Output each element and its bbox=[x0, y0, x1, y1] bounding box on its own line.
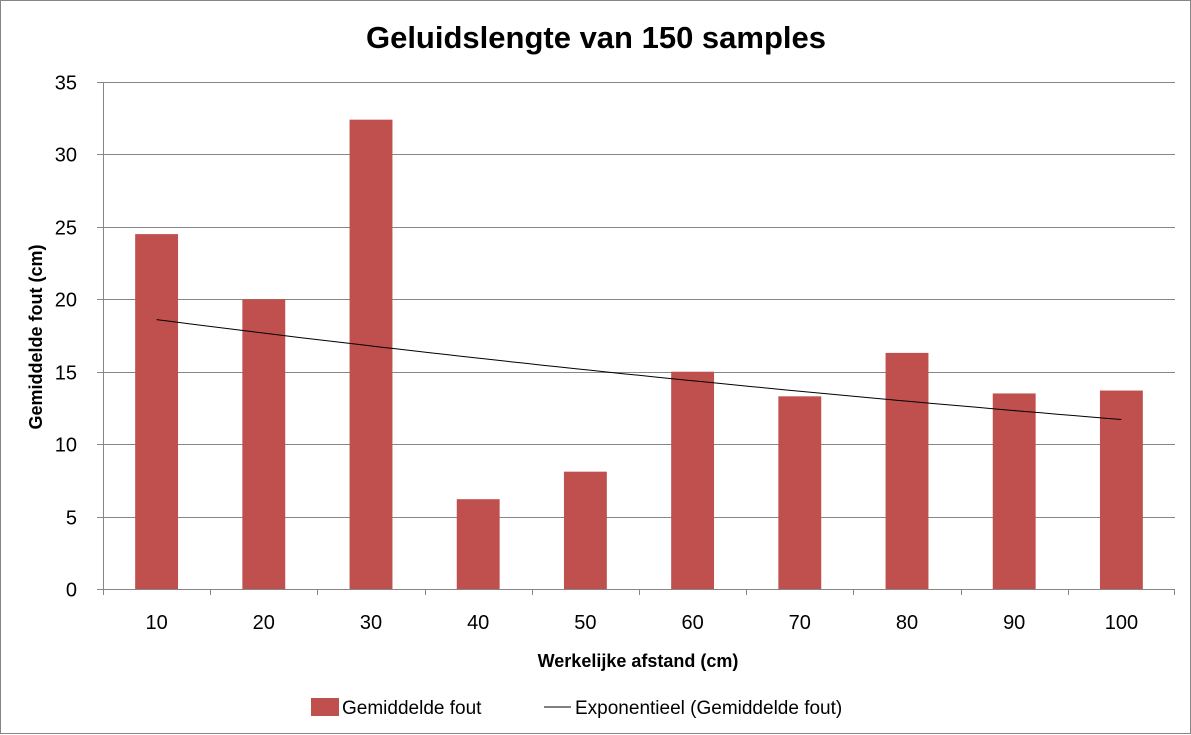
x-tick-label: 100 bbox=[1105, 612, 1138, 634]
y-tick-labels: 0 5 10 15 20 25 30 35 bbox=[55, 73, 77, 602]
bar bbox=[778, 396, 822, 589]
x-tick-label: 60 bbox=[681, 612, 703, 634]
bar bbox=[349, 119, 393, 590]
bar bbox=[135, 234, 179, 589]
bar bbox=[671, 371, 715, 589]
bars bbox=[135, 119, 1143, 590]
y-tick-label: 20 bbox=[55, 290, 77, 312]
y-tick-label: 25 bbox=[55, 218, 77, 240]
y-tick-label: 30 bbox=[55, 145, 77, 167]
y-tick-label: 10 bbox=[55, 435, 77, 457]
bar bbox=[885, 352, 929, 589]
chart-title: Geluidslengte van 150 samples bbox=[366, 20, 826, 55]
trendline-layer bbox=[156, 319, 1122, 420]
legend-bar-label: Gemiddelde fout bbox=[342, 698, 482, 719]
x-tick-labels: 10 20 30 40 50 60 70 80 90 100 bbox=[145, 612, 1138, 634]
bar bbox=[992, 393, 1036, 589]
y-tick-label: 5 bbox=[66, 508, 77, 530]
x-tick-label: 40 bbox=[467, 612, 489, 634]
bar bbox=[1099, 390, 1143, 589]
x-tick-label: 50 bbox=[574, 612, 596, 634]
x-tick-label: 20 bbox=[253, 612, 275, 634]
y-axis-title: Gemiddelde fout (cm) bbox=[26, 244, 46, 429]
x-axis-title: Werkelijke afstand (cm) bbox=[538, 651, 739, 671]
bar bbox=[563, 471, 607, 589]
legend-bar-swatch bbox=[311, 698, 339, 716]
legend: Gemiddelde fout Exponentieel (Gemiddelde… bbox=[311, 698, 842, 719]
x-tick-label: 70 bbox=[789, 612, 811, 634]
x-tick-label: 30 bbox=[360, 612, 382, 634]
legend-trendline-label: Exponentieel (Gemiddelde fout) bbox=[575, 698, 842, 719]
bar bbox=[242, 299, 286, 589]
x-tick-label: 90 bbox=[1003, 612, 1025, 634]
y-tick-label: 35 bbox=[55, 73, 77, 95]
x-tick-label: 10 bbox=[145, 612, 167, 634]
axes bbox=[97, 82, 1175, 595]
y-tick-label: 0 bbox=[66, 580, 77, 602]
bar bbox=[456, 499, 500, 589]
x-tick-label: 80 bbox=[896, 612, 918, 634]
trendline bbox=[156, 319, 1122, 420]
y-tick-label: 15 bbox=[55, 363, 77, 385]
